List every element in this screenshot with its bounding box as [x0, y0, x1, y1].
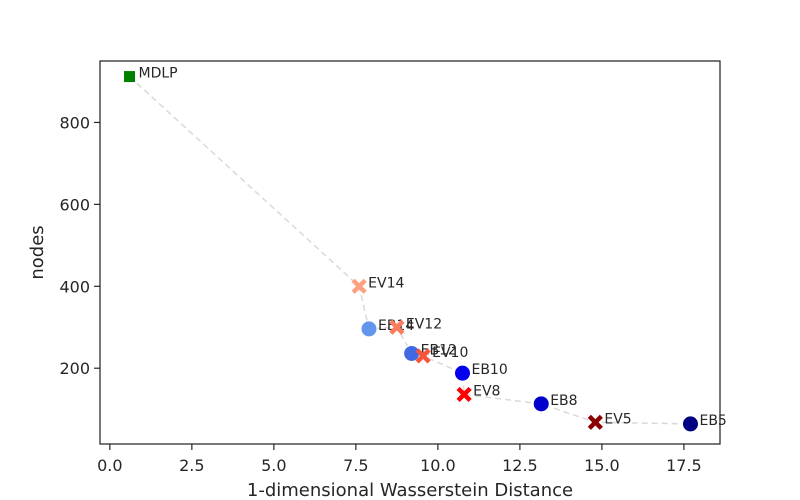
- point-label-eb8: EB8: [550, 393, 577, 409]
- y-axis-ticks: 200 400 600 800: [59, 113, 100, 378]
- x-tick-label: 17.5: [666, 456, 702, 475]
- y-tick-label: 600: [59, 195, 90, 214]
- point-mdlp: [123, 70, 137, 84]
- plot-frame: [99, 60, 721, 445]
- point-label-ev12: EV12: [406, 316, 442, 332]
- x-tick-label: 5.0: [261, 456, 286, 475]
- point-ev14: [351, 278, 367, 294]
- point-label-mdlp: MDLP: [139, 66, 178, 82]
- point-eb8: [532, 395, 550, 413]
- point-ev8: [456, 386, 472, 403]
- point-ev10: [415, 348, 431, 364]
- point-label-ev5: EV5: [604, 411, 631, 427]
- points-group: MDLPEV14EB14EV12EB12EV10EB10EV8EB8EV5EB5: [123, 66, 727, 433]
- y-tick-label: 800: [59, 113, 90, 132]
- x-tick-label: 2.5: [179, 456, 204, 475]
- frontier-line: [129, 76, 691, 425]
- point-label-ev14: EV14: [368, 275, 404, 291]
- point-ev12: [389, 319, 405, 335]
- point-label-ev10: EV10: [432, 345, 468, 361]
- point-label-eb10: EB10: [471, 362, 507, 378]
- point-eb10: [453, 364, 471, 382]
- point-eb5: [681, 415, 699, 433]
- y-tick-label: 200: [59, 359, 90, 378]
- point-label-eb5: EB5: [699, 413, 726, 429]
- y-axis-label: nodes: [27, 225, 48, 279]
- x-axis-label: 1-dimensional Wasserstein Distance: [247, 480, 573, 500]
- point-label-eb12: EB12: [421, 342, 457, 358]
- x-tick-label: 0.0: [97, 456, 122, 475]
- y-tick-label: 400: [59, 277, 90, 296]
- point-ev5: [587, 414, 603, 430]
- frontier-line-group: [129, 76, 691, 425]
- x-axis-ticks: 0.0 2.5 5.0 7.5 10.0 12.5 15.0 17.5: [97, 444, 702, 475]
- point-label-ev8: EV8: [473, 383, 500, 399]
- x-tick-label: 7.5: [343, 456, 368, 475]
- x-tick-label: 10.0: [420, 456, 456, 475]
- x-tick-label: 15.0: [584, 456, 620, 475]
- point-eb14: [360, 320, 378, 338]
- x-tick-label: 12.5: [502, 456, 538, 475]
